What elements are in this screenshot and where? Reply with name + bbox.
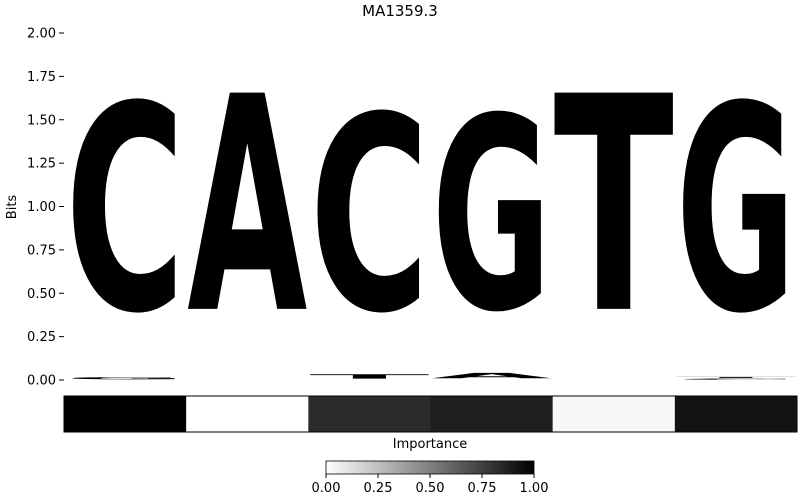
importance-cell <box>186 396 309 432</box>
logo-letter-T: T <box>676 377 796 379</box>
colorbar-tick-label: 1.00 <box>520 481 549 496</box>
y-tick-label: 0.50 <box>27 287 56 302</box>
colorbar-tick-label: 0.25 <box>364 481 393 496</box>
importance-strip <box>63 395 798 433</box>
logo-letter-G: G <box>432 61 552 371</box>
importance-cell <box>674 396 798 432</box>
logo-letter-C: C <box>65 45 185 376</box>
logo-letter-A: A <box>187 33 307 379</box>
importance-cell <box>308 396 431 432</box>
y-tick-label: 1.50 <box>27 113 56 128</box>
logo-letter-G: G <box>676 47 796 376</box>
logo-letter-C: C <box>676 378 796 380</box>
logo-letter-T: T <box>309 373 429 380</box>
y-tick-label: 0.75 <box>27 243 56 258</box>
importance-cell <box>430 396 553 432</box>
y-tick-label: 1.00 <box>27 200 56 215</box>
y-axis-label: Bits <box>5 195 20 220</box>
y-axis: 0.00 0.25 0.50 0.75 1.00 1.25 1.50 1.75 2.00 <box>27 27 64 389</box>
y-tick-label: 0.00 <box>27 374 56 389</box>
logo-letter-T: T <box>554 34 674 379</box>
importance-label: Importance <box>393 437 468 452</box>
y-tick-label: 1.75 <box>27 70 56 85</box>
y-tick-label: 0.25 <box>27 330 56 345</box>
colorbar-tick-label: 0.50 <box>416 481 445 496</box>
importance-colorbar <box>325 460 535 475</box>
y-tick-label: 2.00 <box>27 27 56 42</box>
importance-cell <box>64 396 187 432</box>
importance-cell <box>552 396 676 432</box>
y-tick-label: 1.25 <box>27 157 56 172</box>
colorbar-tick-label: 0.00 <box>312 481 341 496</box>
logo-letter-G: G <box>65 377 185 380</box>
logo-letter-A: A <box>432 371 552 380</box>
colorbar-ticks: 0.00 0.25 0.50 0.75 1.00 <box>312 474 549 496</box>
importance-strip-border <box>63 395 798 433</box>
logo-letter-C: C <box>309 61 429 372</box>
colorbar-tick-label: 0.75 <box>468 481 497 496</box>
chart-title: MA1359.3 <box>362 2 438 20</box>
